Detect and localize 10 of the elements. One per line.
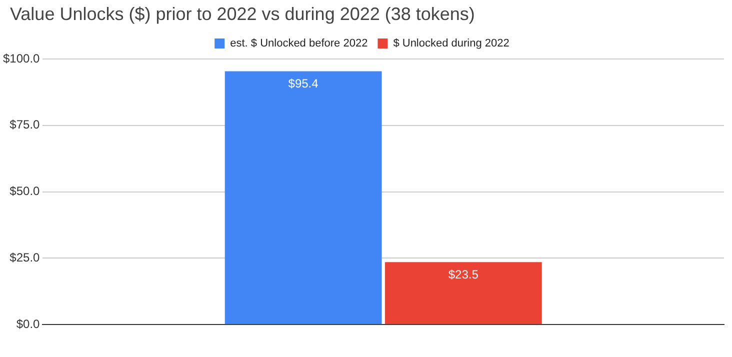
chart-title: Value Unlocks ($) prior to 2022 vs during 2022 (38 tokens) (10, 4, 475, 25)
y-tick-label: $50.0 (10, 184, 40, 198)
y-tick-label: $75.0 (10, 118, 40, 132)
y-tick-label: $100.0 (3, 51, 40, 66)
y-tick-label: $25.0 (10, 250, 40, 265)
data-label: $23.5 (448, 267, 479, 282)
data-label: $95.4 (288, 76, 319, 91)
y-tick-label: $0.0 (16, 316, 40, 331)
legend-label: est. $ Unlocked before 2022 (230, 38, 368, 50)
legend-label: $ Unlocked during 2022 (393, 38, 510, 50)
